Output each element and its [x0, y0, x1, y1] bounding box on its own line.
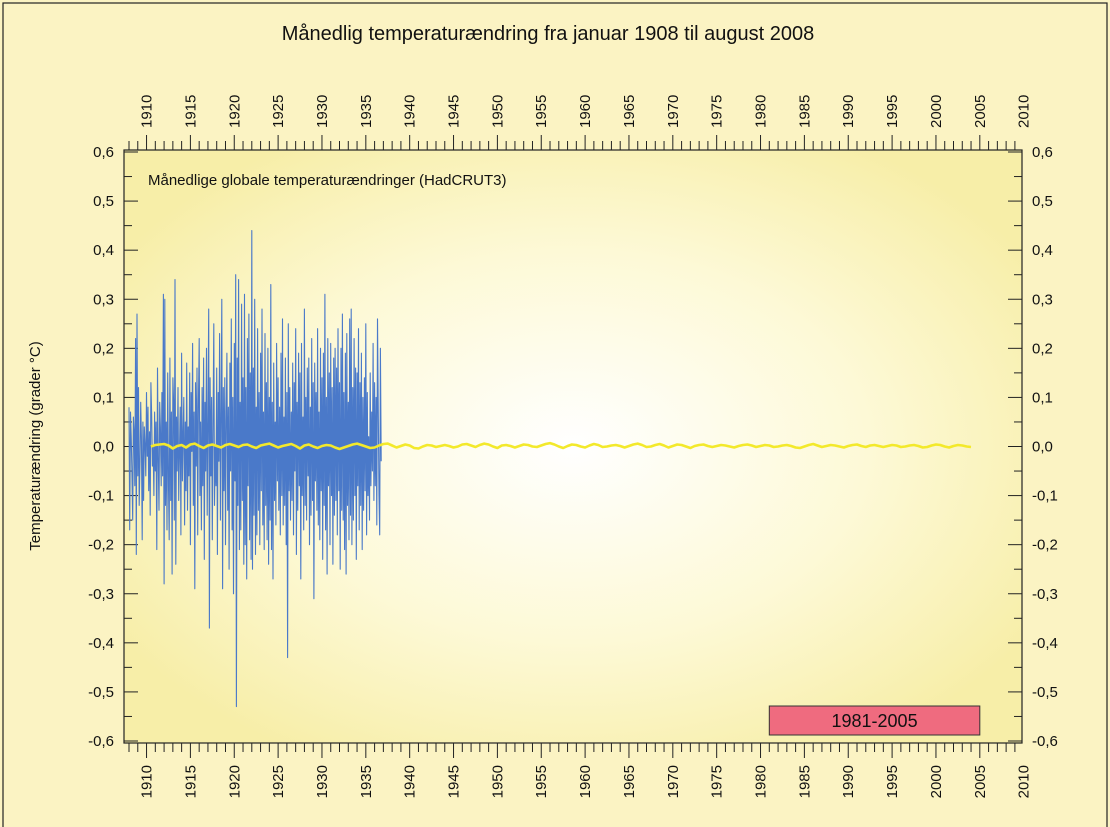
x-tick-label-top: 1980 [753, 95, 770, 128]
x-tick-label-bottom: 1990 [840, 765, 857, 798]
x-tick-label-bottom: 1980 [753, 765, 770, 798]
y-tick-label-left: 0,3 [93, 291, 114, 308]
x-tick-label-top: 1930 [314, 95, 331, 128]
x-tick-label-bottom: 1935 [358, 765, 375, 798]
x-tick-label-top: 1975 [709, 95, 726, 128]
period-box: 1981-2005 [768, 705, 981, 736]
x-tick-label-top: 1955 [533, 95, 550, 128]
y-tick-label-right: -0,1 [1032, 488, 1058, 505]
x-tick-label-bottom: 2000 [928, 765, 945, 798]
y-tick-label-left: -0,2 [88, 537, 114, 554]
chart-title: Månedlig temperaturændring fra januar 19… [282, 23, 815, 45]
y-tick-label-right: 0,6 [1032, 144, 1053, 161]
y-tick-label-left: 0,6 [93, 144, 114, 161]
x-tick-label-bottom: 1910 [139, 765, 156, 798]
x-tick-label-bottom: 1915 [182, 765, 199, 798]
y-tick-label-left: -0,6 [88, 733, 114, 750]
y-tick-label-left: 0,1 [93, 389, 114, 406]
y-tick-label-right: 0,2 [1032, 340, 1053, 357]
y-tick-label-right: -0,2 [1032, 537, 1058, 554]
y-tick-label-left: 0,4 [93, 242, 114, 259]
y-tick-label-right: 0,4 [1032, 242, 1053, 259]
x-tick-label-top: 1925 [270, 95, 287, 128]
axis-ticks: 0,6 0,6 0,5 0,5 0,4 0,4 0,3 0,3 0,2 0,2 0,1 0,1 0,0 0… [88, 95, 1058, 799]
x-tick-label-top: 1940 [402, 95, 419, 128]
y-tick-label-right: -0,4 [1032, 635, 1058, 652]
x-tick-label-bottom: 1920 [226, 765, 243, 798]
x-tick-label-bottom: 1995 [884, 765, 901, 798]
x-tick-label-bottom: 2010 [1016, 765, 1033, 798]
x-tick-label-top: 1990 [840, 95, 857, 128]
y-tick-label-left: -0,1 [88, 488, 114, 505]
x-tick-label-top: 2010 [1016, 95, 1033, 128]
y-tick-label-right: 0,1 [1032, 389, 1053, 406]
x-tick-label-top: 1970 [665, 95, 682, 128]
x-tick-label-top: 2005 [972, 95, 989, 128]
y-tick-label-left: 0,2 [93, 340, 114, 357]
x-tick-label-top: 1910 [139, 95, 156, 128]
y-tick-label-left: 0,5 [93, 193, 114, 210]
y-tick-label-right: -0,6 [1032, 733, 1058, 750]
x-tick-label-bottom: 1925 [270, 765, 287, 798]
x-tick-label-bottom: 1955 [533, 765, 550, 798]
x-tick-label-bottom: 1940 [402, 765, 419, 798]
x-tick-label-top: 1950 [489, 95, 506, 128]
series-line-monthly [128, 229, 382, 708]
x-tick-label-bottom: 1985 [796, 765, 813, 798]
series-layer [128, 229, 972, 708]
period-box-rect [768, 705, 981, 736]
x-tick-label-bottom: 1930 [314, 765, 331, 798]
x-tick-label-top: 2000 [928, 95, 945, 128]
x-tick-label-bottom: 1950 [489, 765, 506, 798]
x-tick-label-top: 1965 [621, 95, 638, 128]
x-tick-label-top: 1995 [884, 95, 901, 128]
period-box-label: 1981-2005 [832, 711, 918, 731]
x-tick-label-top: 1945 [446, 95, 463, 128]
x-tick-label-bottom: 2005 [972, 765, 989, 798]
y-tick-label-left: -0,4 [88, 635, 114, 652]
x-tick-label-top: 1915 [182, 95, 199, 128]
series-line-trend [150, 441, 972, 451]
x-tick-label-top: 1920 [226, 95, 243, 128]
y-tick-label-right: -0,5 [1032, 684, 1058, 701]
x-tick-label-bottom: 1965 [621, 765, 638, 798]
x-tick-label-bottom: 1975 [709, 765, 726, 798]
x-tick-label-top: 1985 [796, 95, 813, 128]
y-tick-label-left: 0,0 [93, 439, 114, 456]
y-tick-label-left: -0,5 [88, 684, 114, 701]
x-tick-label-bottom: 1945 [446, 765, 463, 798]
y-axis-title: Temperaturændring (grader °C) [27, 341, 44, 550]
x-tick-label-bottom: 1970 [665, 765, 682, 798]
series-label: Månedlige globale temperaturændringer (H… [148, 172, 507, 189]
y-tick-label-left: -0,3 [88, 586, 114, 603]
y-tick-label-right: 0,5 [1032, 193, 1053, 210]
y-tick-label-right: -0,3 [1032, 586, 1058, 603]
x-tick-label-top: 1935 [358, 95, 375, 128]
x-tick-label-top: 1960 [577, 95, 594, 128]
x-tick-label-bottom: 1960 [577, 765, 594, 798]
y-tick-label-right: 0,0 [1032, 439, 1053, 456]
y-tick-label-right: 0,3 [1032, 291, 1053, 308]
